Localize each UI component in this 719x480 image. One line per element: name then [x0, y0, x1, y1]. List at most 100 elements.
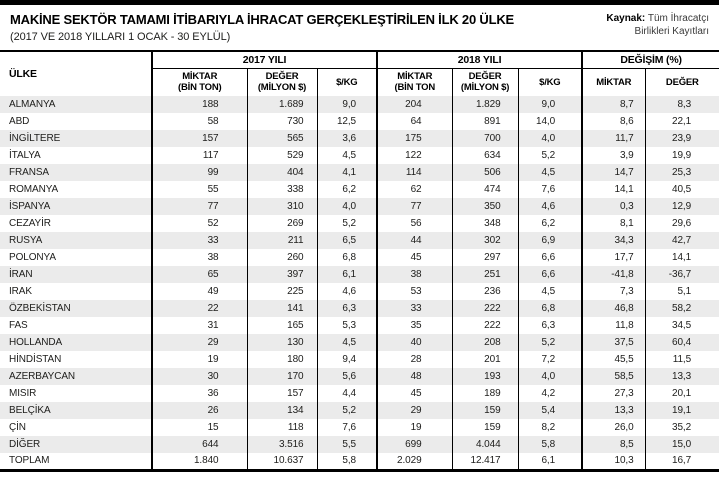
- value-cell: 12,9: [644, 198, 719, 215]
- value-cell: 4,5: [316, 147, 378, 164]
- country-cell: İTALYA: [9, 150, 41, 161]
- country-cell: İSPANYA: [9, 201, 51, 212]
- value-cell: 4,5: [316, 334, 378, 351]
- value-cell: 165: [246, 317, 317, 334]
- value-cell: 3,6: [316, 130, 378, 147]
- column-header-country: ÜLKE: [9, 68, 37, 80]
- value-cell: 8,6: [581, 113, 646, 130]
- value-cell: 14,7: [581, 164, 646, 181]
- value-cell: 1.689: [246, 96, 317, 113]
- value-cell: 23,9: [644, 130, 719, 147]
- value-cell: 38: [151, 249, 247, 266]
- value-cell: 634: [451, 147, 519, 164]
- value-cell: 9,0: [517, 96, 583, 113]
- value-cell: 1.840: [151, 453, 247, 470]
- value-cell: 157: [246, 385, 317, 402]
- country-cell: DİĞER: [9, 439, 41, 450]
- value-cell: 29: [151, 334, 247, 351]
- country-cell: ABD: [9, 116, 30, 127]
- table-row: ALMANYA 188 1.689 9,0 204 1.829 9,0 8,7 8,3: [0, 96, 719, 113]
- value-cell: 6,3: [517, 317, 583, 334]
- value-cell: 77: [376, 198, 453, 215]
- value-cell: 60,4: [644, 334, 719, 351]
- country-cell: FRANSA: [9, 167, 49, 178]
- country-cell: AZERBAYCAN: [9, 371, 76, 382]
- value-cell: 4,0: [517, 368, 583, 385]
- value-cell: 189: [451, 385, 519, 402]
- source-line-2: Birlikleri Kayıtları: [634, 25, 709, 37]
- value-cell: 350: [451, 198, 519, 215]
- value-cell: 506: [451, 164, 519, 181]
- value-cell: 31: [151, 317, 247, 334]
- value-cell: 5,8: [517, 436, 583, 453]
- masthead: MAKİNE SEKTÖR TAMAMI İTİBARIYLA İHRACAT …: [0, 5, 719, 50]
- country-cell: RUSYA: [9, 235, 43, 246]
- value-cell: 118: [246, 419, 317, 436]
- value-cell: 13,3: [581, 402, 646, 419]
- value-cell: 58,5: [581, 368, 646, 385]
- value-cell: 6,6: [517, 249, 583, 266]
- value-cell: 8,7: [581, 96, 646, 113]
- source-line-1: Kaynak: Tüm İhracatçı: [606, 13, 709, 26]
- country-cell: İNGİLTERE: [9, 133, 61, 144]
- value-cell: 6,9: [517, 232, 583, 249]
- value-cell: 130: [246, 334, 317, 351]
- table-row: BELÇİKA 26 134 5,2 29 159 5,4 13,3 19,1: [0, 402, 719, 419]
- value-cell: 211: [246, 232, 317, 249]
- value-cell: 7,6: [316, 419, 378, 436]
- country-cell: HOLLANDA: [9, 337, 63, 348]
- value-cell: 38: [376, 266, 453, 283]
- country-cell: ROMANYA: [9, 184, 59, 195]
- value-cell: 65: [151, 266, 247, 283]
- value-cell: 77: [151, 198, 247, 215]
- value-cell: 30: [151, 368, 247, 385]
- value-cell: 4,4: [316, 385, 378, 402]
- value-cell: 58: [151, 113, 247, 130]
- value-cell: 19: [376, 419, 453, 436]
- value-cell: 56: [376, 215, 453, 232]
- table-row: POLONYA 38 260 6,8 45 297 6,6 17,7 14,1: [0, 249, 719, 266]
- column-header-amount-2018: MİKTAR (BİN TON: [376, 68, 453, 96]
- value-cell: 3,9: [581, 147, 646, 164]
- page-title: MAKİNE SEKTÖR TAMAMI İTİBARIYLA İHRACAT …: [10, 12, 514, 27]
- value-cell: 5,4: [517, 402, 583, 419]
- value-cell: 6,2: [316, 181, 378, 198]
- source-text: Tüm İhracatçı: [647, 13, 709, 24]
- value-cell: 5,3: [316, 317, 378, 334]
- value-cell: 188: [151, 96, 247, 113]
- value-cell: 44: [376, 232, 453, 249]
- value-cell: 49: [151, 283, 247, 300]
- value-cell: 46,8: [581, 300, 646, 317]
- value-cell: 7,3: [581, 283, 646, 300]
- value-cell: 55: [151, 181, 247, 198]
- value-cell: 11,7: [581, 130, 646, 147]
- table-row: ÇİN 15 118 7,6 19 159 8,2 26,0 35,2: [0, 419, 719, 436]
- value-cell: 22: [151, 300, 247, 317]
- value-cell: 20,1: [644, 385, 719, 402]
- value-cell: 45: [376, 385, 453, 402]
- value-cell: 310: [246, 198, 317, 215]
- export-table: ÜLKE 2017 YILI 2018 YILI DEĞİŞİM (%) MİK…: [0, 50, 719, 472]
- table-row: TOPLAM 1.840 10.637 5,8 2.029 12.417 6,1 10,3 16…: [0, 453, 719, 470]
- column-header-change-value: DEĞER: [644, 68, 719, 96]
- column-header-usd-per-kg-2018: $/KG: [517, 68, 583, 96]
- value-cell: 45,5: [581, 351, 646, 368]
- value-cell: 5,8: [316, 453, 378, 470]
- value-cell: 28: [376, 351, 453, 368]
- value-cell: 12,5: [316, 113, 378, 130]
- value-cell: 45: [376, 249, 453, 266]
- value-cell: 159: [451, 402, 519, 419]
- value-cell: 260: [246, 249, 317, 266]
- value-cell: 222: [451, 317, 519, 334]
- value-cell: 19,9: [644, 147, 719, 164]
- table-row: MISIR 36 157 4,4 45 189 4,2 27,3 20,1: [0, 385, 719, 402]
- table-row: AZERBAYCAN 30 170 5,6 48 193 4,0 58,5 13,3: [0, 368, 719, 385]
- table-row: DİĞER 644 3.516 5,5 699 4.044 5,8 8,5 15,0: [0, 436, 719, 453]
- value-cell: 9,4: [316, 351, 378, 368]
- value-cell: 269: [246, 215, 317, 232]
- value-cell: 8,1: [581, 215, 646, 232]
- value-cell: 6,1: [517, 453, 583, 470]
- value-cell: 5,6: [316, 368, 378, 385]
- value-cell: 644: [151, 436, 247, 453]
- value-cell: 29,6: [644, 215, 719, 232]
